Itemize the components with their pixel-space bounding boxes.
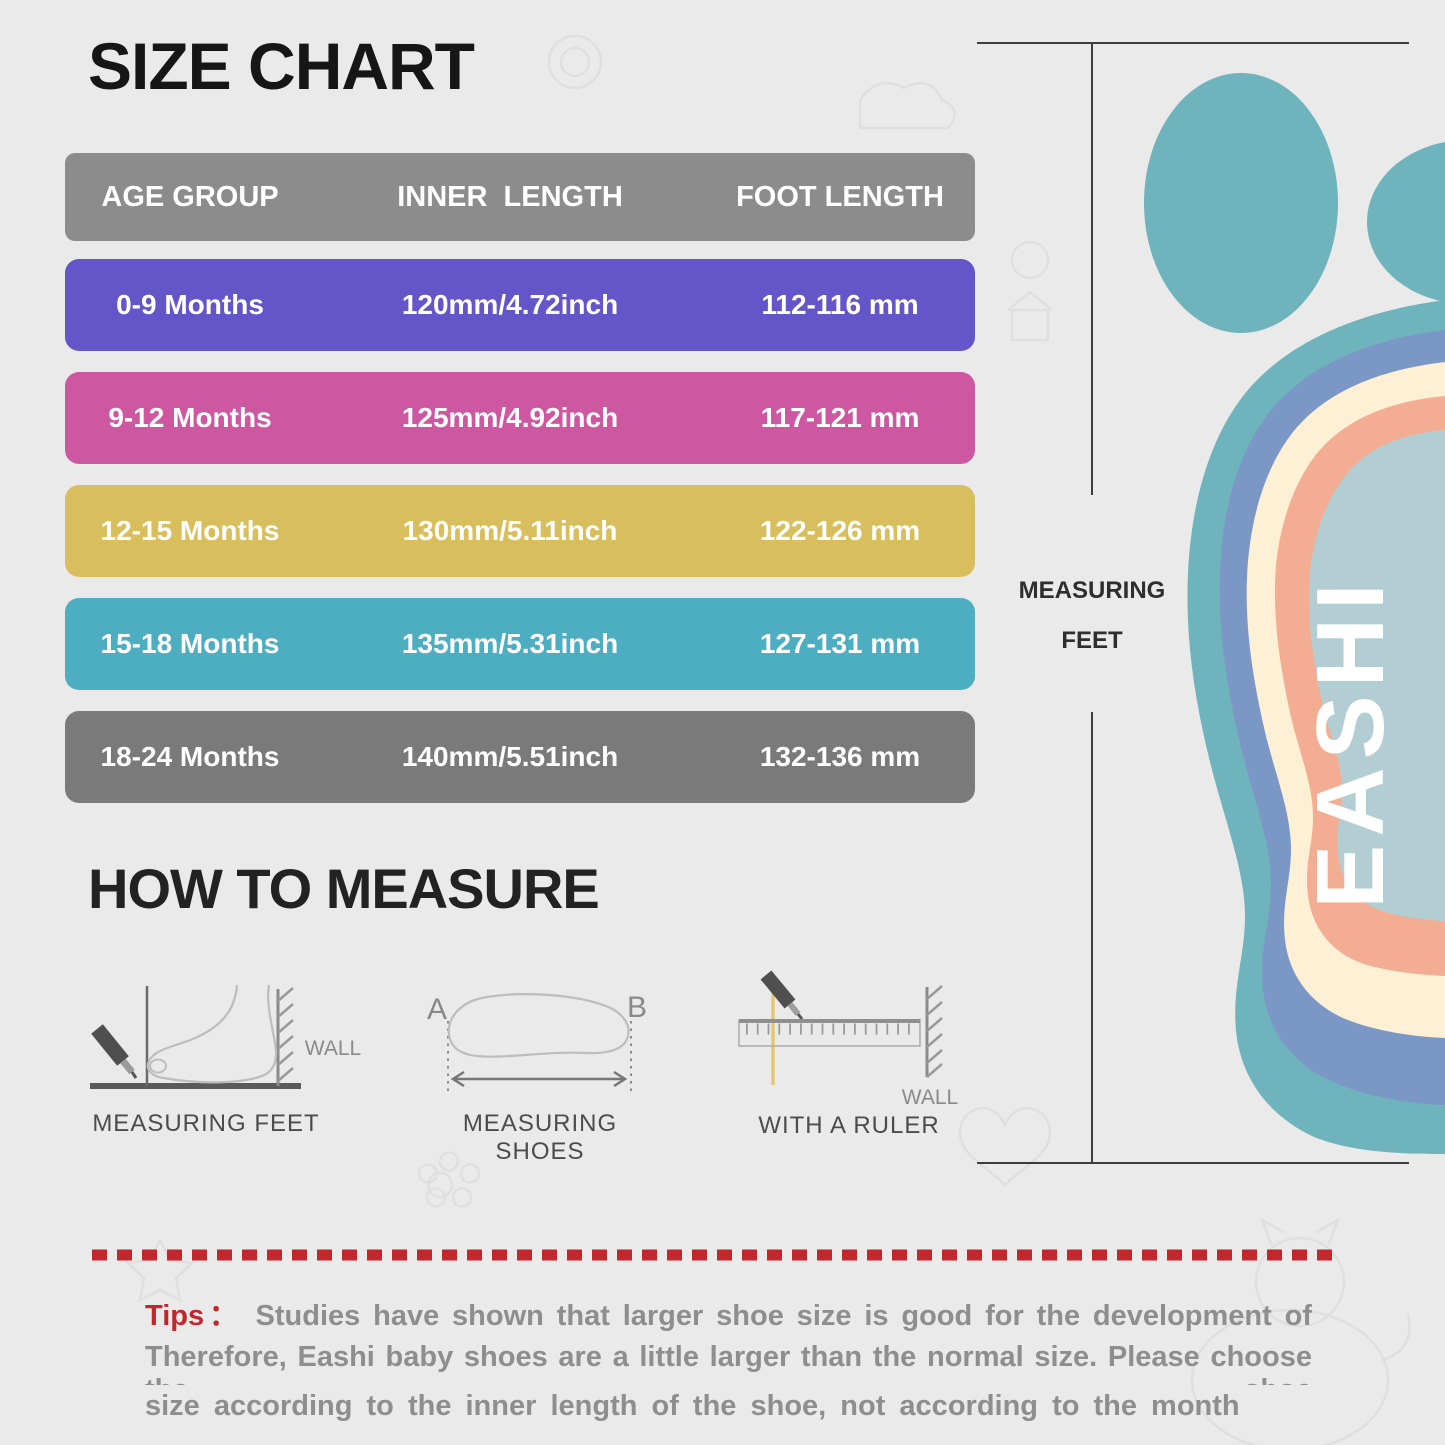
measuring-feet-caption: MEASURING FEET [92,1110,320,1137]
vertical-measure-line-lower [1091,712,1093,1163]
brand-logo-text: EASHI [1297,575,1404,908]
section-title-how-to-measure: HOW TO MEASURE [88,857,600,920]
foot-inner-shape [1308,430,1445,921]
page-title: SIZE CHART [88,29,475,103]
foot-length-cell: 112-116 mm [761,289,919,320]
table-row: 0-9 Months 120mm/4.72inch 112-116 mm [65,259,975,351]
inner-length-cell: 135mm/5.31inch [401,628,619,659]
ruler-icon [738,1019,921,1047]
red-dashed-divider [92,1249,1334,1261]
bottom-measure-line [977,1162,1409,1164]
age-group-cell: 18-24 Months [100,741,280,772]
with-a-ruler-illustration-icon: WALL [738,970,958,1109]
inner-length-cell: 125mm/4.92inch [401,402,619,433]
inner-length-cell: 140mm/5.51inch [401,741,619,772]
table-row: 12-15 Months 130mm/5.11inch 122-126 mm [65,485,975,577]
foot-length-cell: 127-131 mm [759,628,921,659]
inner-length-cell: 130mm/5.11inch [402,515,618,546]
pencil-icon [91,1024,138,1079]
foot-length-cell: 117-121 mm [760,402,920,433]
wall-label: WALL [902,1086,958,1109]
point-b-label: B [627,991,647,1024]
foot-illustration: EASHI [1144,73,1445,1154]
measuring-feet-illustration-icon: WALL [90,984,361,1089]
inner-length-cell: 120mm/4.72inch [401,289,619,320]
table-row: 9-12 Months 125mm/4.92inch 117-121 mm [65,372,975,464]
length-arrow-icon [450,1070,628,1088]
wall-label: WALL [305,1037,361,1060]
table-row: 15-18 Months 135mm/5.31inch 127-131 mm [65,598,975,690]
age-group-cell: 0-9 Months [116,289,264,320]
tips-label: Tips： [145,1300,243,1332]
column-header-age-group: AGE GROUP [101,180,279,213]
measuring-shoes-illustration-icon: A B [427,991,647,1095]
big-toe-shape [1144,73,1338,333]
vertical-measure-line-upper [1091,43,1093,495]
point-a-label: A [427,993,447,1026]
pencil-icon [760,970,804,1020]
foot-length-cell: 132-136 mm [759,741,921,772]
side-measuring-feet-label: MEASURING FEET [1018,577,1166,654]
tips-text-line: size according to the inner length of th… [145,1390,1240,1422]
tips-text-line: Tips： Studies have shown that larger sho… [145,1300,1312,1336]
top-measure-line [977,42,1409,44]
column-header-foot-length: FOOT LENGTH [736,180,944,213]
age-group-cell: 9-12 Months [108,402,272,433]
tips-text-line: Therefore, Eashi baby shoes are a little… [145,1341,1312,1385]
table-header-row: AGE GROUP INNER LENGTH FOOT LENGTH [65,153,975,241]
table-row: 18-24 Months 140mm/5.51inch 132-136 mm [65,711,975,803]
foot-length-cell: 122-126 mm [759,515,921,546]
age-group-cell: 12-15 Months [100,515,280,546]
second-toe-shape [1367,142,1445,302]
column-header-inner-length: INNER LENGTH [397,180,623,213]
measuring-shoes-caption: MEASURING SHOES [462,1110,618,1165]
with-a-ruler-caption: WITH A RULER [758,1112,940,1139]
age-group-cell: 15-18 Months [100,628,280,659]
